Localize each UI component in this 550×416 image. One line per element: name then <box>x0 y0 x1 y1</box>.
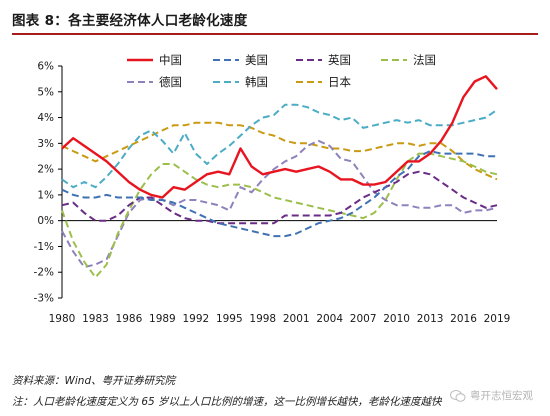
chart-series <box>61 75 498 279</box>
watermark: 粤开志恒宏观 <box>470 390 533 402</box>
series-line-3 <box>61 152 498 279</box>
y-tick-label: 3% <box>37 138 54 150</box>
y-tick-label: 4% <box>37 112 54 124</box>
legend-label: 德国 <box>159 75 182 89</box>
legend-label: 中国 <box>159 53 182 67</box>
y-tick-label: -3% <box>34 293 54 305</box>
y-tick-label: 1% <box>37 189 54 201</box>
y-tick-label: -1% <box>34 241 54 253</box>
x-tick-label: 2004 <box>316 313 343 325</box>
x-tick-label: 1995 <box>216 313 243 325</box>
x-tick-label: 2010 <box>383 313 410 325</box>
title-underline <box>12 33 538 35</box>
source-note: 资料来源：Wind、粤开证券研究院 <box>12 375 176 387</box>
x-tick-label: 1980 <box>49 313 76 325</box>
x-tick-label: 1986 <box>116 313 143 325</box>
y-tick-label: 2% <box>37 164 54 176</box>
x-tick-label: 2016 <box>450 313 477 325</box>
x-tick-label: 2019 <box>484 313 511 325</box>
x-tick-label: 2013 <box>417 313 444 325</box>
x-tick-label: 2007 <box>350 313 377 325</box>
legend-label: 英国 <box>328 53 351 67</box>
legend-label: 法国 <box>413 53 436 67</box>
wechat-icon <box>450 390 466 402</box>
title-bar: 图表 8：各主要经济体人口老龄化速度 <box>0 0 550 35</box>
series-line-1 <box>61 150 497 238</box>
chart-axes: 6% 5% 4% 3% 2% 1% 0% -1% -2% -3% 1980 1983 1986 1989 1… <box>34 61 511 326</box>
x-tick-label: 1998 <box>249 313 276 325</box>
y-tick-label: 0% <box>37 215 54 227</box>
series-line-4 <box>61 139 498 269</box>
legend-label: 日本 <box>328 75 351 89</box>
y-tick-label: 5% <box>37 86 54 98</box>
definition-note: 注：人口老龄化速度定义为 65 岁以上人口比例的增速，这一比例增长越快，老龄化速… <box>12 396 442 408</box>
legend-label: 美国 <box>245 53 268 67</box>
series-line-6 <box>61 121 498 181</box>
series-line-2 <box>61 170 498 225</box>
series-line-0 <box>61 75 498 199</box>
y-tick-label: 6% <box>37 61 54 73</box>
legend-label: 韩国 <box>245 75 268 89</box>
x-tick-label: 1989 <box>149 313 176 325</box>
x-tick-label: 1992 <box>182 313 209 325</box>
y-tick-label: -2% <box>34 267 54 279</box>
x-tick-label: 2001 <box>283 313 310 325</box>
page-title: 图表 8：各主要经济体人口老龄化速度 <box>12 13 248 29</box>
x-tick-label: 1983 <box>82 313 109 325</box>
